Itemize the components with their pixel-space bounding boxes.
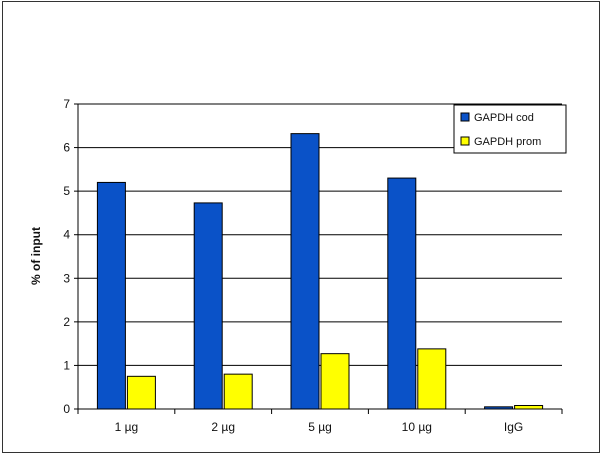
- x-tick-label: 1 µg: [115, 420, 139, 434]
- y-tick-label: 5: [63, 184, 70, 198]
- y-tick-label: 3: [63, 271, 70, 285]
- y-tick-label: 6: [63, 141, 70, 155]
- x-tick-labels: 1 µg 2 µg 5 µg 10 µg IgG: [115, 420, 524, 434]
- axes: [74, 103, 563, 414]
- y-tick-label: 1: [63, 358, 70, 372]
- y-tick-label: 2: [63, 315, 70, 329]
- y-tick-label: 4: [63, 228, 70, 242]
- bar: [126, 375, 156, 410]
- y-tick-label: 7: [63, 97, 70, 111]
- bar: [290, 133, 320, 410]
- legend: GAPDH cod GAPDH prom: [453, 104, 567, 154]
- bar: [417, 348, 447, 410]
- bar: [223, 373, 253, 410]
- bar: [387, 177, 417, 410]
- x-tick-label: 5 µg: [308, 420, 332, 434]
- legend-box: [453, 104, 567, 154]
- legend-entry: GAPDH prom: [474, 136, 541, 148]
- x-tick-label: 10 µg: [402, 420, 432, 434]
- y-axis-label: % of input: [29, 227, 43, 285]
- bar: [514, 405, 544, 410]
- bar: [320, 353, 350, 410]
- x-tick-label: 2 µg: [211, 420, 235, 434]
- bar: [193, 202, 223, 410]
- bars: [96, 133, 544, 410]
- y-tick-labels: 0 1 2 3 4 5 6 7: [63, 97, 70, 416]
- bar: [96, 181, 126, 410]
- legend-swatch: [460, 136, 470, 146]
- x-tick-label: IgG: [504, 420, 523, 434]
- y-tick-label: 0: [63, 402, 70, 416]
- legend-entry: GAPDH cod: [474, 112, 534, 124]
- legend-swatch: [460, 112, 470, 122]
